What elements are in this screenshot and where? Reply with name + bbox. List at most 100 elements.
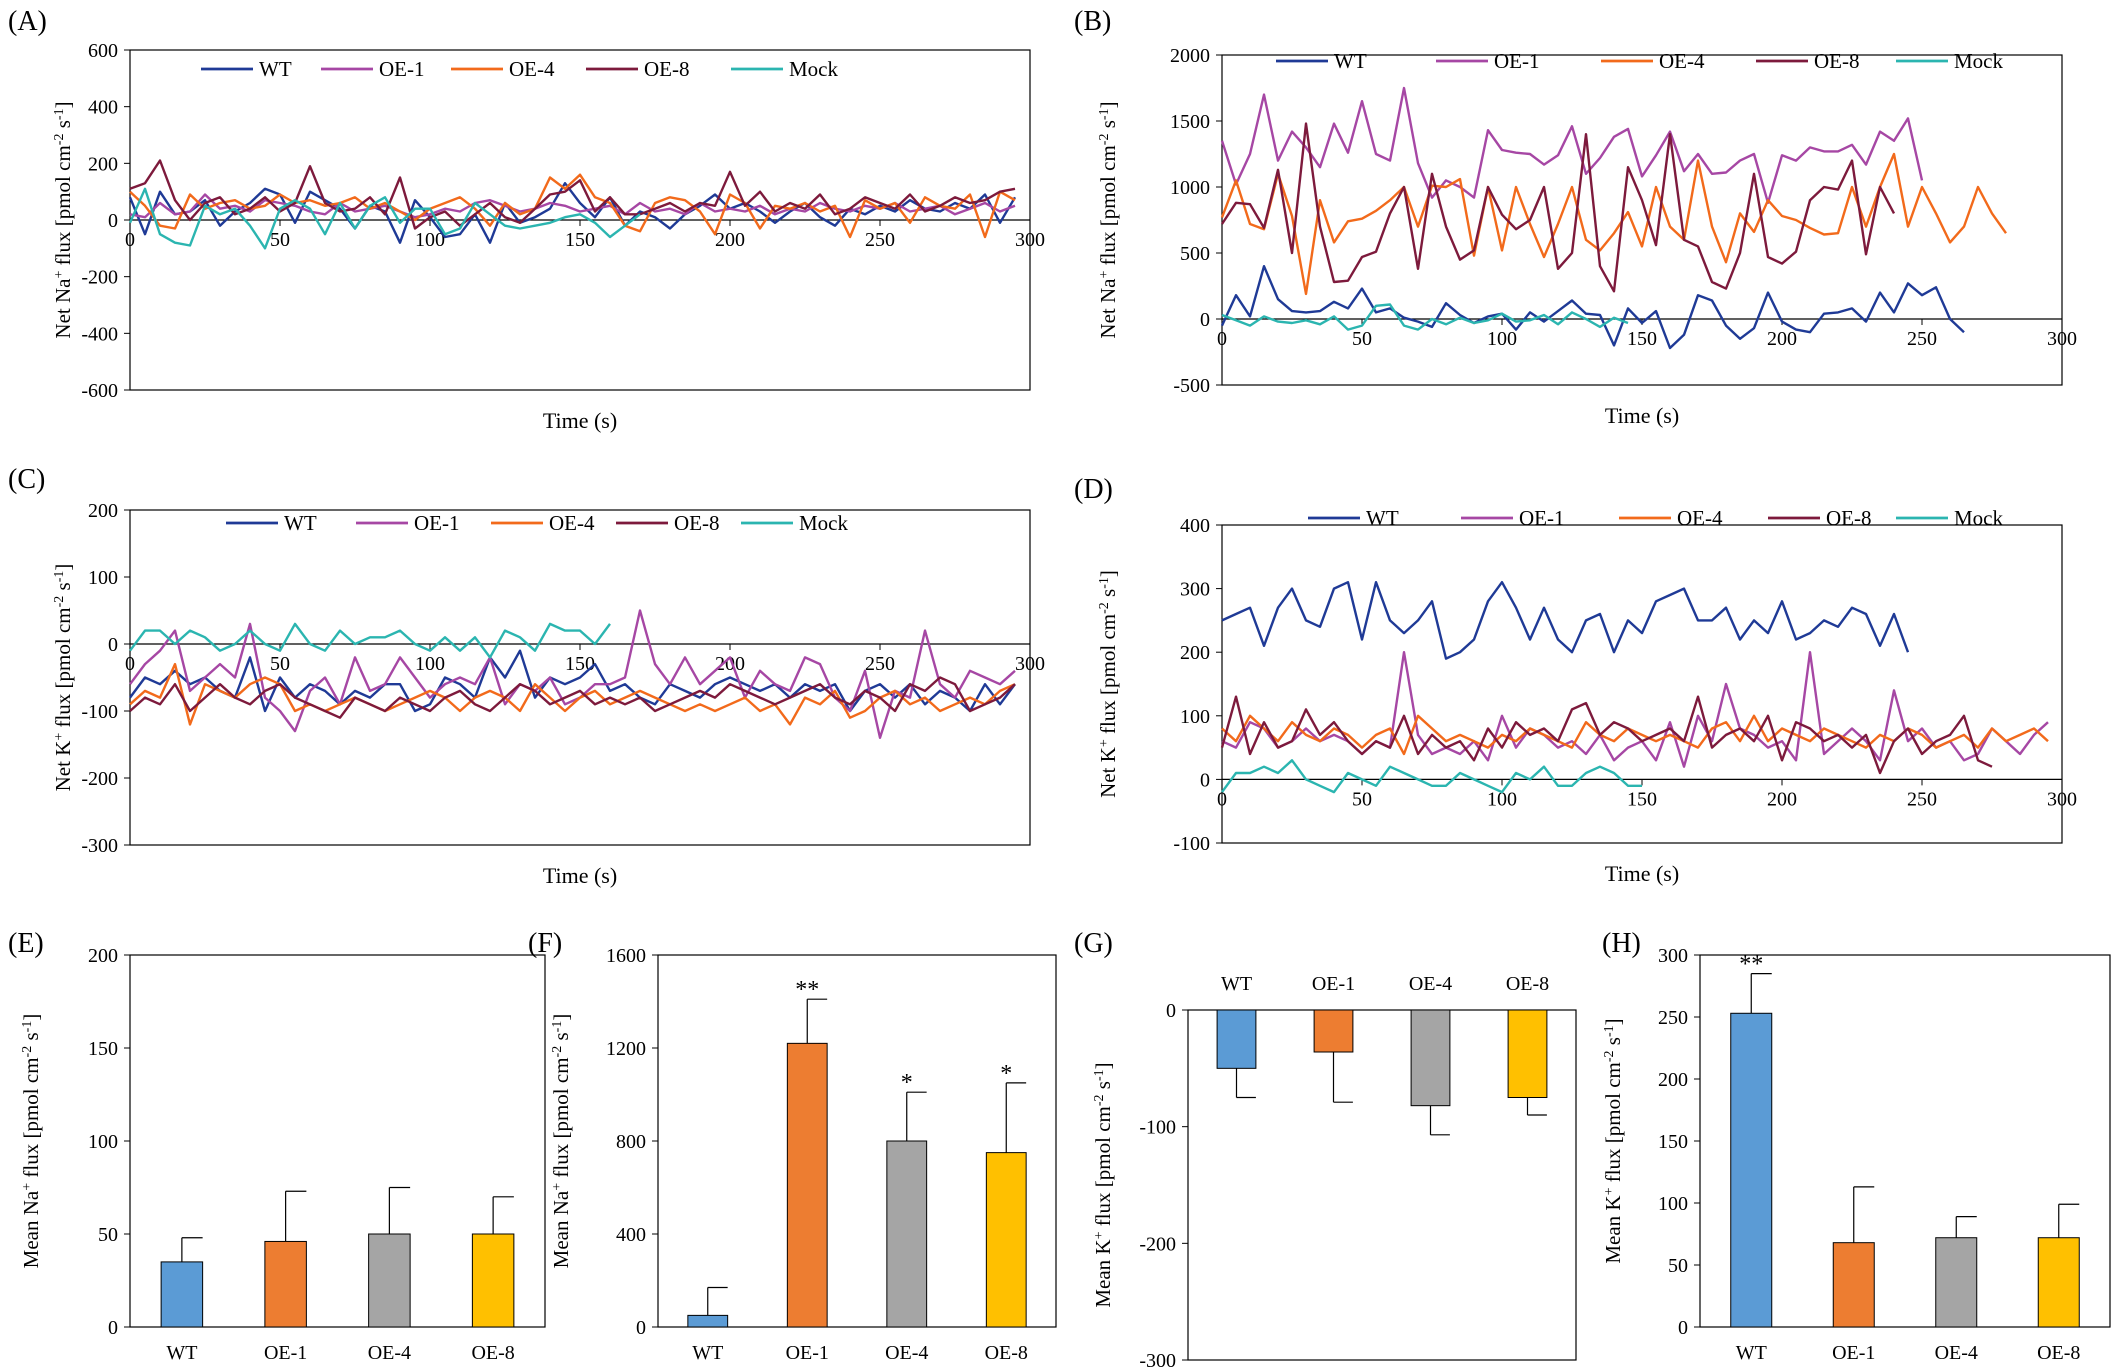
x-tick-label: 300	[2047, 788, 2077, 810]
y-tick-label: 100	[88, 1131, 118, 1153]
y-tick-label: 0	[636, 1317, 646, 1339]
legend-label: OE-8	[644, 57, 690, 81]
y-tick-label: 400	[616, 1224, 646, 1246]
x-tick-label: 200	[1767, 788, 1797, 810]
x-tick-label: 250	[1907, 788, 1937, 810]
y-tick-label: 150	[88, 1038, 118, 1060]
y-tick-label: 400	[1180, 515, 1210, 537]
significance-mark: **	[1739, 952, 1763, 978]
x-tick-label: 250	[865, 229, 895, 251]
y-tick-label: -200	[81, 267, 118, 289]
legend-label: Mock	[1954, 506, 2003, 530]
category-label: OE-1	[786, 1342, 829, 1364]
y-tick-label: 300	[1658, 945, 1688, 967]
panel-f: (F) 0 400 800 1200 1600 Mean Na+ flux [pmol cm…	[528, 928, 1057, 1364]
legend-label: OE-1	[1494, 49, 1540, 73]
y-tick-label: 1200	[606, 1038, 646, 1060]
x-axis-label: Time (s)	[543, 863, 617, 888]
y-tick-label: 0	[108, 634, 118, 656]
x-tick-label: 250	[865, 653, 895, 675]
series-line-oe-8	[1220, 122, 1896, 293]
plot-frame	[129, 509, 1031, 846]
legend-label: Mock	[1954, 49, 2003, 73]
y-tick-label: -200	[1139, 1233, 1176, 1255]
y-tick-label: 300	[1180, 579, 1210, 601]
series-line-wt	[128, 181, 1017, 244]
plot-frame	[1221, 524, 2063, 844]
panel-b: (B) 2000 1500 1000 500 0 -500 0 50 100 150 200 250 30…	[1074, 6, 2077, 428]
series-line-oe-4	[129, 662, 1016, 726]
y-tick-label: 200	[88, 153, 118, 175]
y-tick-label: 200	[88, 945, 118, 967]
y-tick-label: 200	[88, 500, 118, 522]
category-label: OE-4	[885, 1342, 928, 1364]
panel-label: (C)	[8, 464, 45, 495]
x-tick-label: 300	[1015, 653, 1045, 675]
legend-label: OE-8	[1814, 49, 1860, 73]
series-line-mock	[1221, 303, 1629, 331]
y-tick-label: 1600	[606, 945, 646, 967]
series-line-mock	[1221, 759, 1642, 794]
y-tick-label: 0	[1200, 309, 1210, 331]
legend-label: OE-4	[1677, 506, 1723, 530]
bar-oe-4	[1935, 1237, 1978, 1328]
y-tick-label: 1000	[1170, 177, 1210, 199]
y-tick-label: -300	[1139, 1350, 1176, 1370]
x-tick-label: 100	[415, 229, 445, 251]
bar-oe-1	[1313, 1009, 1354, 1053]
plot-frame	[1221, 54, 2063, 386]
panel-g: (G) 0 -100 -200 -300 Mean K+ flux [pmol cm-2 …	[1074, 928, 1577, 1370]
series-line-oe-8	[1220, 695, 1993, 775]
panel-label: (B)	[1074, 6, 1111, 37]
x-tick-label: 100	[1487, 328, 1517, 350]
y-axis-label: Mean K+ flux [pmol cm-2 s-1]	[1601, 1018, 1625, 1263]
y-tick-label: -100	[1173, 833, 1210, 855]
legend-label: OE-1	[1519, 506, 1565, 530]
series-line-wt	[1221, 581, 1910, 660]
bar-wt	[160, 1261, 204, 1328]
y-tick-label: 250	[1658, 1007, 1688, 1029]
y-tick-label: -200	[81, 768, 118, 790]
x-tick-label: 0	[1217, 328, 1227, 350]
panel-label: (H)	[1602, 928, 1641, 959]
category-label: OE-8	[471, 1342, 514, 1364]
bar-oe-8	[1507, 1009, 1548, 1098]
y-tick-label: 0	[1166, 1000, 1176, 1022]
y-tick-label: 600	[88, 40, 118, 62]
y-tick-label: 50	[98, 1224, 118, 1246]
legend-label: WT	[1366, 506, 1399, 530]
x-tick-label: 0	[125, 653, 135, 675]
panel-label: (E)	[8, 928, 44, 959]
y-tick-label: -100	[1139, 1117, 1176, 1139]
y-tick-label: -400	[81, 323, 118, 345]
legend-label: OE-1	[414, 511, 460, 535]
y-tick-label: 100	[88, 567, 118, 589]
x-tick-label: 50	[1352, 788, 1372, 810]
plot-frame	[1187, 1009, 1577, 1361]
series-line-oe-8	[129, 159, 1016, 230]
category-label: WT	[1221, 973, 1252, 995]
category-label: OE-1	[264, 1342, 307, 1364]
series-line-oe-1	[129, 193, 1016, 219]
category-label: WT	[166, 1342, 197, 1364]
x-tick-label: 300	[2047, 328, 2077, 350]
x-tick-label: 50	[270, 653, 290, 675]
y-tick-label: 100	[1180, 706, 1210, 728]
legend-label: OE-8	[1826, 506, 1872, 530]
category-label: WT	[692, 1342, 723, 1364]
x-axis-label: Time (s)	[1605, 403, 1679, 428]
category-label: OE-8	[985, 1342, 1028, 1364]
significance-mark: *	[1000, 1061, 1012, 1087]
y-tick-label: -300	[81, 835, 118, 857]
y-axis-label: Net Na+ flux [pmol cm-2 s-1]	[51, 101, 75, 338]
bar-wt	[1730, 1012, 1773, 1328]
x-tick-label: 200	[715, 229, 745, 251]
y-axis-label: Mean Na+ flux [pmol cm-2 s-1]	[549, 1014, 573, 1269]
legend-label: Mock	[789, 57, 838, 81]
bar-oe-8	[985, 1152, 1027, 1328]
legend-label: Mock	[799, 511, 848, 535]
panel-e: (E) 0 50 100 150 200 Mean Na+ flux [pmol cm-2 …	[8, 928, 546, 1364]
category-label: OE-4	[368, 1342, 411, 1364]
bar-wt	[1216, 1009, 1257, 1069]
